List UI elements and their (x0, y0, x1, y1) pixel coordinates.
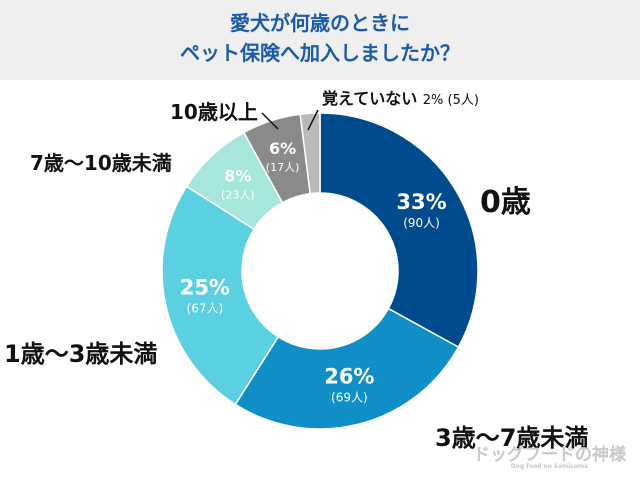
category-label-value: 2% (5人) (423, 93, 479, 108)
slice-count-label: (23人) (221, 189, 255, 202)
slice-count-label: (17人) (266, 161, 300, 174)
slice-percent-label: 26% (324, 364, 374, 388)
category-label: 7歳〜10歳未満 (30, 151, 172, 175)
slice-count-label: (69人) (331, 390, 368, 404)
category-label: 1歳〜3歳未満 (4, 340, 157, 368)
donut-slice (299, 112, 321, 195)
category-label: 0歳 (480, 185, 531, 220)
donut-slice (319, 112, 479, 349)
slice-count-label: (67人) (187, 302, 224, 316)
slice-percent-label: 33% (396, 190, 446, 214)
watermark-text: ドッグフードの神様 (473, 445, 626, 465)
category-label: 10歳以上 (170, 100, 258, 124)
category-label-name: 覚えていない (322, 89, 423, 108)
donut-slice (161, 185, 280, 406)
slice-percent-label: 6% (269, 139, 296, 158)
watermark-logo: ドッグフードの神様 Dog food no kamisama (473, 440, 626, 470)
category-label: 3歳〜7歳未満 (435, 424, 588, 452)
leader-line (261, 112, 279, 130)
slice-percent-label: 25% (180, 276, 230, 300)
donut-slice (234, 307, 460, 430)
category-label: 覚えていない 2% (5人) (322, 89, 479, 108)
slice-percent-label: 8% (224, 167, 251, 186)
chart-title: 愛犬が何歳のときに ペット保険へ加入しましたか？ (0, 0, 640, 80)
watermark-subtext: Dog food no kamisama (510, 463, 589, 470)
leader-line (307, 109, 319, 131)
slice-count-label: (90人) (403, 216, 440, 230)
title-line-1: 愛犬が何歳のときに (230, 11, 410, 35)
title-line-2: ペット保険へ加入しましたか？ (180, 41, 460, 65)
